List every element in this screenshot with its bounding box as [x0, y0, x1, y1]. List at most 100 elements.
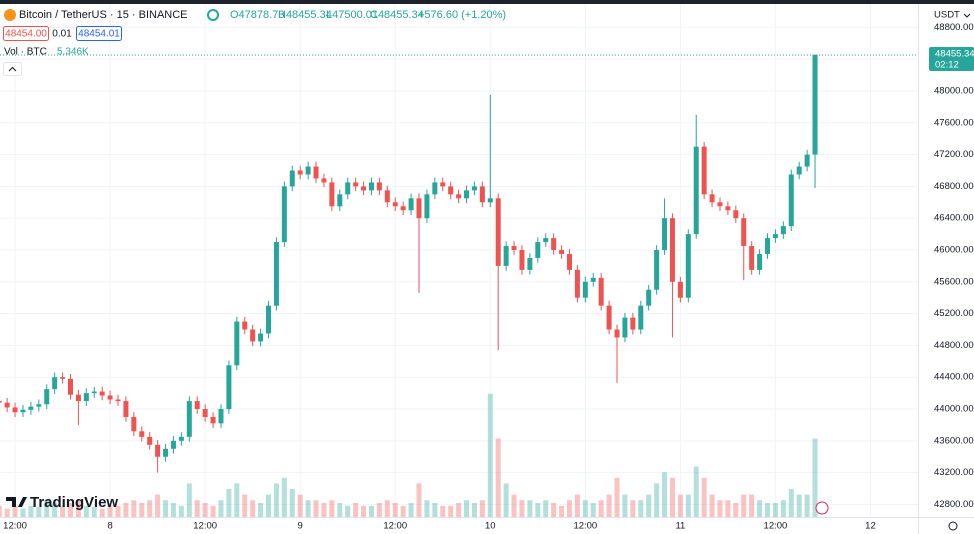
volume-bar: [630, 500, 636, 517]
candle-body: [83, 393, 89, 402]
candle-body: [60, 377, 66, 379]
volume-bar: [424, 500, 430, 517]
volume-bar: [479, 500, 485, 517]
collapse-button[interactable]: [3, 62, 22, 76]
logo-mark: [6, 497, 27, 507]
candle-body: [289, 170, 295, 187]
candle-body: [266, 305, 272, 334]
volume: [0, 393, 818, 517]
candle-body: [75, 394, 81, 402]
y-tick-label: 47600.00: [934, 117, 974, 128]
volume-bar: [535, 503, 541, 517]
candle-body: [218, 409, 224, 424]
volume-bar: [574, 494, 580, 517]
volume-bar: [725, 500, 731, 517]
candle-body: [170, 440, 176, 449]
volume-bar: [408, 503, 414, 517]
volume-bar: [250, 500, 256, 517]
candle-body: [186, 401, 192, 437]
sell-button[interactable]: [3, 26, 49, 41]
candle-body: [796, 166, 802, 175]
y-tick-label: 44000.00: [934, 404, 974, 415]
volume-bar: [400, 505, 406, 517]
candle-body: [725, 206, 731, 211]
volume-bar: [28, 505, 34, 517]
currency[interactable]: USDT: [934, 10, 960, 21]
volume-bar: [685, 494, 691, 517]
x-tick-label: 12:00: [3, 521, 27, 532]
volume-bar: [622, 494, 628, 517]
x-tick-label: 9: [298, 521, 303, 532]
volume-bar: [559, 505, 565, 517]
volume-bar: [527, 500, 533, 517]
candle-body: [511, 246, 517, 251]
buy-price[interactable]: 48454.01: [78, 29, 120, 40]
candle-body: [361, 186, 367, 191]
x-tick-label: 10: [485, 521, 496, 532]
volume-bar: [147, 500, 153, 517]
coin-icon: [4, 9, 16, 21]
volume-bar: [178, 505, 184, 517]
volume-bar: [107, 505, 113, 517]
candle-body: [788, 174, 794, 227]
volume-bar: [606, 494, 612, 517]
candle-body: [464, 190, 470, 199]
candle-body: [440, 182, 446, 187]
ohlc-close: C48455.34: [370, 9, 424, 21]
candle-body: [28, 406, 34, 410]
candle-body: [163, 448, 169, 457]
candle-body: [210, 416, 216, 424]
candle-body: [471, 186, 477, 191]
candle-body: [749, 246, 755, 270]
y-tick-label: 46800.00: [934, 181, 974, 192]
volume-bar: [12, 505, 18, 517]
symbol[interactable]: Bitcoin / TetherUS · 15 · BINANCE: [19, 9, 188, 21]
candle-body: [178, 436, 184, 441]
collapse-icon: [8, 66, 17, 72]
candle-body: [155, 444, 161, 457]
volume-bar: [60, 505, 66, 517]
volume-bar: [234, 483, 240, 517]
candle-body: [582, 281, 588, 298]
candle-body: [36, 404, 42, 407]
candle-body: [646, 289, 652, 306]
sell-price[interactable]: 48454.00: [5, 29, 47, 40]
volume-bar: [289, 489, 295, 517]
buy-button[interactable]: [76, 26, 122, 41]
candle-body: [416, 198, 422, 219]
candle-body: [345, 182, 351, 195]
candle-body: [44, 389, 50, 405]
candle-body: [400, 206, 406, 211]
volume-bar: [440, 505, 446, 517]
candle-body: [559, 250, 565, 254]
y-tick-label: 43600.00: [934, 435, 974, 446]
candle-body: [780, 226, 786, 235]
candle-body: [551, 238, 557, 251]
candle-body: [107, 395, 113, 400]
candle-body: [20, 409, 26, 413]
volume-bar: [772, 503, 778, 517]
volume-bar: [91, 506, 97, 517]
candle-body: [376, 182, 382, 191]
candle-body: [131, 416, 137, 432]
candle-body: [147, 436, 153, 445]
volume-bar: [305, 500, 311, 517]
candle-body: [258, 333, 264, 342]
events-icon[interactable]: [815, 501, 829, 515]
x-tick-label: 8: [107, 521, 112, 532]
candle-body: [297, 170, 303, 175]
volume-bar: [638, 500, 644, 517]
settings-icon[interactable]: [948, 521, 958, 531]
candle-body: [717, 202, 723, 207]
ohlc-open: O47878.73: [230, 9, 284, 21]
candle-body: [503, 246, 509, 266]
ohlc-high: H48455.34: [278, 9, 332, 21]
x-tick-label: 12: [865, 521, 876, 532]
y-tick-label: 46000.00: [934, 245, 974, 256]
volume-bar: [788, 489, 794, 517]
top-bar: [0, 0, 974, 4]
volume-bar: [0, 505, 2, 517]
volume-bar: [432, 503, 438, 517]
candle-body: [432, 182, 438, 195]
candle-body: [313, 166, 319, 179]
